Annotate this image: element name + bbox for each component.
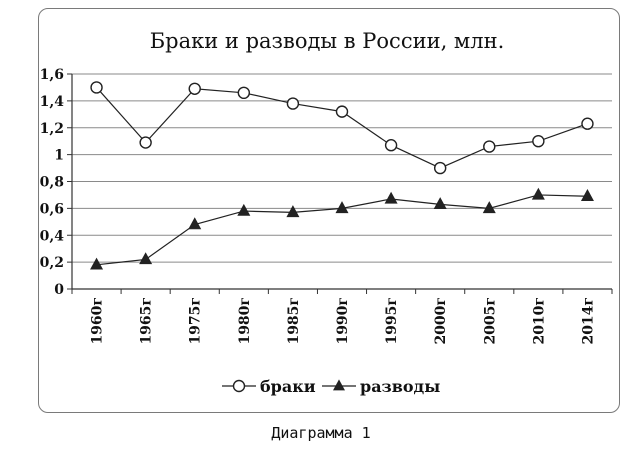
data-point-circle bbox=[139, 136, 152, 149]
x-tick-label: 1965г bbox=[139, 297, 155, 345]
legend-label-divorces: разводы bbox=[360, 377, 440, 396]
x-tick-label: 1995г bbox=[384, 297, 400, 345]
x-tick-label: 1990г bbox=[335, 297, 351, 345]
series-marriages bbox=[90, 81, 594, 175]
data-point-circle bbox=[237, 86, 251, 100]
x-tick-label: 1975г bbox=[188, 297, 204, 345]
y-axis-ticks: 0 0,2 0,4 0,6 0,8 1 1,2 1,4 1,6 bbox=[40, 67, 65, 298]
legend-marker-divorces bbox=[333, 379, 345, 391]
data-point-circle bbox=[90, 81, 103, 94]
y-tick-label: 0 bbox=[54, 282, 64, 298]
data-point-triangle bbox=[188, 217, 202, 230]
chart-frame bbox=[38, 8, 620, 413]
x-tick-label: 2005г bbox=[482, 297, 498, 345]
data-point-triangle bbox=[90, 257, 104, 270]
axes bbox=[71, 74, 612, 290]
y-tick-label: 1 bbox=[54, 148, 64, 164]
data-point-circle bbox=[433, 161, 447, 175]
legend-label-marriages: браки bbox=[260, 377, 316, 396]
data-point-circle bbox=[483, 140, 496, 153]
data-point-circle bbox=[286, 97, 300, 110]
data-point-circle bbox=[581, 117, 594, 130]
data-point-triangle bbox=[384, 191, 398, 204]
x-tick-label: 2000г bbox=[433, 297, 449, 345]
legend-marker-marriages bbox=[232, 379, 246, 393]
data-point-circle bbox=[335, 105, 349, 118]
data-point-circle bbox=[188, 82, 201, 95]
y-tick-label: 0,6 bbox=[40, 201, 64, 217]
x-tick-label: 1960г bbox=[90, 297, 106, 345]
x-tick-label: 1980г bbox=[237, 297, 253, 345]
data-point-triangle bbox=[286, 205, 300, 218]
data-point-circle bbox=[532, 134, 545, 148]
figure-caption: Диаграмма 1 bbox=[271, 424, 371, 442]
data-point-triangle bbox=[139, 252, 153, 265]
data-point-circle bbox=[384, 139, 398, 152]
data-point-triangle bbox=[580, 189, 594, 201]
data-point-triangle bbox=[237, 203, 251, 216]
x-axis-ticks: 1960г 1965г 1975г 1980г 1985г 1990г 1995г 2000г… bbox=[71, 289, 613, 345]
y-tick-label: 0,4 bbox=[40, 228, 65, 244]
y-tick-label: 1,6 bbox=[40, 67, 64, 83]
series bbox=[90, 81, 594, 270]
data-point-triangle bbox=[335, 201, 349, 214]
x-tick-label: 2014г bbox=[580, 297, 596, 345]
data-point-triangle bbox=[482, 201, 496, 214]
data-point-triangle bbox=[433, 197, 447, 210]
y-tick-label: 0,2 bbox=[40, 255, 64, 271]
y-tick-label: 1,2 bbox=[40, 121, 64, 137]
legend: браки разводы bbox=[222, 377, 440, 396]
x-tick-label: 1985г bbox=[286, 297, 302, 345]
x-tick-label: 2010г bbox=[531, 297, 547, 345]
chart-title: Браки и разводы в России, млн. bbox=[150, 29, 505, 53]
y-tick-label: 0,8 bbox=[40, 175, 64, 191]
series-divorces bbox=[90, 187, 594, 270]
data-point-triangle bbox=[531, 187, 545, 200]
line-chart: Браки и разводы в России, млн. 0 0,2 0,4 0,… bbox=[40, 29, 613, 396]
y-tick-label: 1,4 bbox=[40, 94, 65, 110]
